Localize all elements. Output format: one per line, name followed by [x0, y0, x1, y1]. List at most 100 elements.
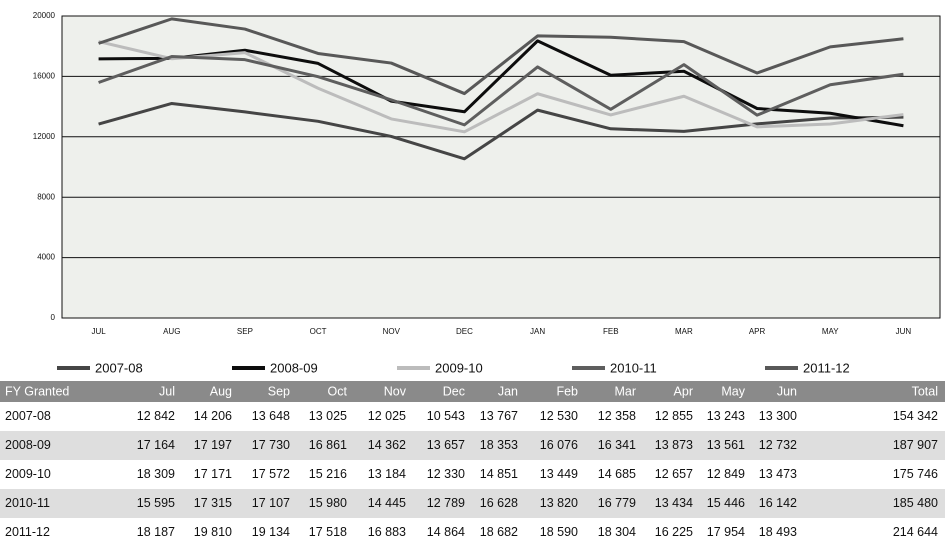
table-cell: 13 473 — [759, 467, 797, 481]
table-cell: 12 358 — [598, 409, 636, 423]
table-cell: 16 628 — [480, 496, 518, 510]
table-cell: 2010-11 — [5, 496, 50, 510]
table-cell: 18 682 — [480, 525, 518, 539]
x-tick-label: SEP — [237, 327, 253, 336]
table-cell: 13 873 — [655, 438, 693, 452]
y-tick-label: 8000 — [37, 192, 55, 201]
table-header: Aug — [210, 384, 232, 398]
table-cell: 13 648 — [252, 409, 290, 423]
y-tick-label: 4000 — [37, 253, 55, 262]
table-cell: 14 362 — [368, 438, 406, 452]
legend-label: 2010-11 — [610, 360, 657, 375]
table-cell: 2009-10 — [5, 467, 51, 481]
table-cell: 12 849 — [707, 467, 745, 481]
table-cell: 19 134 — [252, 525, 290, 539]
table-cell: 16 225 — [655, 525, 693, 539]
table-cell: 13 434 — [655, 496, 693, 510]
table-cell: 14 864 — [427, 525, 465, 539]
table-cell: 17 315 — [194, 496, 232, 510]
table-header: Total — [912, 384, 938, 398]
table-header: Oct — [328, 384, 348, 398]
table-header: Jul — [159, 384, 175, 398]
table-total: 154 342 — [893, 409, 938, 423]
table-cell: 18 590 — [540, 525, 578, 539]
table-cell: 16 779 — [598, 496, 636, 510]
table-cell: 13 657 — [427, 438, 465, 452]
table-cell: 16 861 — [309, 438, 347, 452]
table-cell: 17 518 — [309, 525, 347, 539]
table-cell: 13 820 — [540, 496, 578, 510]
table-cell: 13 184 — [368, 467, 406, 481]
table-cell: 18 353 — [480, 438, 518, 452]
series-line — [98, 55, 904, 127]
table-row-bg — [0, 431, 945, 460]
table-row-bg — [0, 489, 945, 518]
table-cell: 16 142 — [759, 496, 797, 510]
table-cell: 2007-08 — [5, 409, 51, 423]
table-cell: 17 954 — [707, 525, 745, 539]
table-header: FY Granted — [5, 384, 69, 398]
table-cell: 12 330 — [427, 467, 465, 481]
series-line — [98, 40, 904, 134]
table-cell: 17 572 — [252, 467, 290, 481]
table-cell: 15 446 — [707, 496, 745, 510]
table-header: Sep — [268, 384, 290, 398]
table-header: May — [721, 384, 745, 398]
table-cell: 13 300 — [759, 409, 797, 423]
table-cell: 12 657 — [655, 467, 693, 481]
table-cell: 2011-12 — [5, 525, 50, 539]
x-tick-label: AUG — [163, 327, 180, 336]
x-tick-label: JUL — [91, 327, 106, 336]
series-line — [98, 17, 904, 96]
x-tick-label: JUN — [896, 327, 912, 336]
series-line — [98, 101, 904, 161]
table-header-bg — [0, 381, 945, 402]
plot-area — [61, 15, 941, 319]
table-header: Mar — [614, 384, 636, 398]
table-cell: 13 243 — [707, 409, 745, 423]
table-cell: 14 206 — [194, 409, 232, 423]
table-header: Feb — [556, 384, 578, 398]
legend-label: 2011-12 — [803, 360, 850, 375]
table-cell: 17 197 — [194, 438, 232, 452]
table-cell: 16 883 — [368, 525, 406, 539]
legend-label: 2007-08 — [95, 360, 143, 375]
table-cell: 14 851 — [480, 467, 518, 481]
table-total: 214 644 — [893, 525, 938, 539]
y-tick-label: 16000 — [33, 72, 56, 81]
x-tick-label: MAY — [822, 327, 839, 336]
x-tick-label: JAN — [530, 327, 545, 336]
x-tick-label: APR — [749, 327, 766, 336]
table-cell: 17 171 — [194, 467, 232, 481]
table-cell: 10 543 — [427, 409, 465, 423]
table-cell: 17 107 — [252, 496, 290, 510]
table-cell: 12 025 — [368, 409, 406, 423]
table-cell: 12 732 — [759, 438, 797, 452]
table-total: 187 907 — [893, 438, 938, 452]
table-cell: 12 789 — [427, 496, 465, 510]
table-cell: 14 445 — [368, 496, 406, 510]
table-cell: 12 842 — [137, 409, 175, 423]
y-tick-label: 0 — [51, 313, 56, 322]
table-cell: 12 855 — [655, 409, 693, 423]
y-tick-label: 20000 — [33, 11, 56, 20]
table-cell: 2008-09 — [5, 438, 51, 452]
legend-label: 2009-10 — [435, 360, 483, 375]
x-tick-label: NOV — [383, 327, 401, 336]
table-cell: 12 530 — [540, 409, 578, 423]
table-cell: 13 449 — [540, 467, 578, 481]
x-tick-label: MAR — [675, 327, 693, 336]
table-cell: 13 767 — [480, 409, 518, 423]
table-cell: 15 595 — [137, 496, 175, 510]
table-cell: 18 187 — [137, 525, 175, 539]
table-header: Dec — [443, 384, 465, 398]
table-cell: 14 685 — [598, 467, 636, 481]
table-cell: 17 730 — [252, 438, 290, 452]
table-cell: 16 341 — [598, 438, 636, 452]
table-header: Nov — [384, 384, 407, 398]
table-cell: 18 493 — [759, 525, 797, 539]
table-cell: 18 304 — [598, 525, 636, 539]
table-cell: 13 561 — [707, 438, 745, 452]
table-cell: 17 164 — [137, 438, 175, 452]
